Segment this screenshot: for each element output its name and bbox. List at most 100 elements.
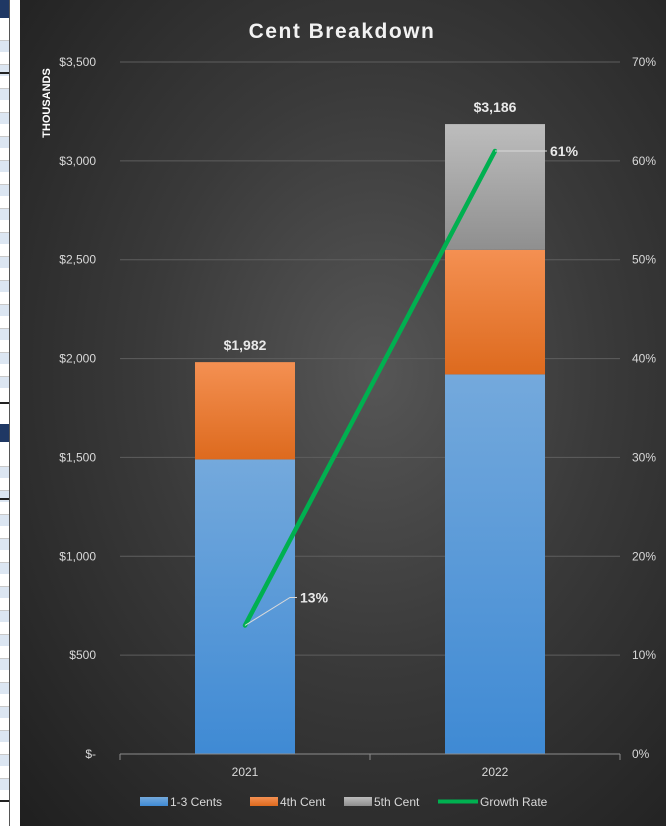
sheet-band: [0, 562, 9, 574]
legend-swatch-4th-cent: [250, 797, 278, 806]
sheet-band: [0, 88, 9, 100]
sheet-cell-border: [0, 706, 9, 707]
y-tick-label: $1,500: [59, 450, 96, 464]
y2-tick-label: 30%: [632, 450, 656, 464]
sheet-cell-border: [0, 88, 9, 89]
sheet-cell-border: [0, 514, 9, 515]
bar-1-3-cents-2021[interactable]: [195, 459, 295, 754]
sheet-cell-border: [0, 352, 9, 353]
chart-title: Cent Breakdown: [249, 20, 436, 43]
sheet-band: [0, 304, 9, 316]
y-tick-label: $3,500: [59, 55, 96, 69]
sheet-band: [0, 754, 9, 766]
sheet-band: [0, 514, 9, 526]
legend-swatch-1-3-cents: [140, 797, 168, 806]
sheet-cell-border: [0, 466, 9, 467]
sheet-cell-border: [0, 304, 9, 305]
y-tick-label: $1,000: [59, 549, 96, 563]
y-tick-label: $-: [85, 747, 96, 761]
sheet-cell-border: [0, 40, 9, 41]
sheet-band: [0, 64, 9, 76]
legend-label-4th-cent[interactable]: 4th Cent: [280, 795, 326, 809]
growth-rate-line[interactable]: [242, 148, 498, 628]
spreadsheet-edge: [0, 0, 20, 826]
y2-tick-label: 10%: [632, 648, 656, 662]
sheet-band: [0, 634, 9, 646]
y2-tick-label: 40%: [632, 352, 656, 366]
cent-breakdown-chart: Cent Breakdown THOUSANDS $- $500 $1,000 $1,…: [41, 20, 656, 809]
sheet-column-border: [9, 0, 10, 826]
x-tick-label: 2021: [232, 765, 259, 779]
sheet-band: [0, 610, 9, 622]
sheet-cell-border: [0, 730, 9, 731]
sheet-band: [0, 490, 9, 502]
sheet-band: [0, 328, 9, 340]
sheet-band: [0, 586, 9, 598]
y-axis-label: THOUSANDS: [41, 68, 53, 138]
sheet-cell-border: [0, 610, 9, 611]
sheet-band: [0, 232, 9, 244]
sheet-band: [0, 730, 9, 742]
y2-tick-label: 20%: [632, 549, 656, 563]
sheet-cell-border: [0, 778, 9, 779]
x-tick-label: 2022: [482, 765, 509, 779]
sheet-band: [0, 256, 9, 268]
sheet-thick-border: [0, 402, 10, 404]
y2-tick-label: 60%: [632, 154, 656, 168]
y-tick-label: $2,000: [59, 352, 96, 366]
sheet-cell-border: [0, 658, 9, 659]
sheet-band: [0, 538, 9, 550]
sheet-band: [0, 376, 9, 388]
sheet-band: [0, 778, 9, 790]
total-label: $3,186: [474, 99, 517, 115]
bar-4th-cent-2021[interactable]: [195, 362, 295, 460]
sheet-thick-border: [0, 498, 10, 500]
sheet-cell-border: [0, 682, 9, 683]
sheet-cell-border: [0, 160, 9, 161]
line-label-leader: [244, 596, 297, 626]
sheet-band: [0, 658, 9, 670]
sheet-band: [0, 208, 9, 220]
sheet-cell-border: [0, 256, 9, 257]
sheet-thick-border: [0, 800, 10, 802]
sheet-band: [0, 280, 9, 292]
sheet-band: [0, 682, 9, 694]
sheet-cell-border: [0, 328, 9, 329]
sheet-cell-border: [0, 280, 9, 281]
sheet-cell-border: [0, 232, 9, 233]
bar-1-3-cents-2022[interactable]: [445, 374, 545, 754]
sheet-cell-border: [0, 634, 9, 635]
growth-rate-label: 61%: [550, 143, 579, 159]
legend-label-5th-cent[interactable]: 5th Cent: [374, 795, 420, 809]
y2-tick-label: 50%: [632, 253, 656, 267]
sheet-band: [0, 112, 9, 124]
legend-swatch-5th-cent: [344, 797, 372, 806]
sheet-cell-border: [0, 538, 9, 539]
sheet-band: [0, 352, 9, 364]
legend-label-growth-rate[interactable]: Growth Rate: [480, 795, 548, 809]
total-label: $1,982: [224, 337, 267, 353]
sheet-cell-border: [0, 112, 9, 113]
y-tick-label: $3,000: [59, 154, 96, 168]
sheet-cell-border: [0, 586, 9, 587]
sheet-cell-border: [0, 562, 9, 563]
sheet-cell-border: [0, 208, 9, 209]
y-tick-label: $500: [69, 648, 96, 662]
y2-tick-label: 0%: [632, 747, 650, 761]
y-tick-label: $2,500: [59, 253, 96, 267]
bar-4th-cent-2022[interactable]: [445, 249, 545, 375]
chart-area[interactable]: Cent Breakdown THOUSANDS $- $500 $1,000 $1,…: [20, 0, 666, 826]
sheet-cell-border: [0, 184, 9, 185]
sheet-cell-border: [0, 136, 9, 137]
sheet-band: [0, 184, 9, 196]
sheet-cell-border: [0, 376, 9, 377]
bar-5th-cent-2022[interactable]: [445, 124, 545, 250]
y2-tick-label: 70%: [632, 55, 656, 69]
growth-rate-label: 13%: [300, 589, 329, 605]
sheet-band: [0, 136, 9, 148]
legend-label-1-3-cents[interactable]: 1-3 Cents: [170, 795, 222, 809]
sheet-header-cell: [0, 424, 9, 442]
sheet-band: [0, 706, 9, 718]
sheet-cell-border: [0, 490, 9, 491]
sheet-cell-border: [0, 754, 9, 755]
